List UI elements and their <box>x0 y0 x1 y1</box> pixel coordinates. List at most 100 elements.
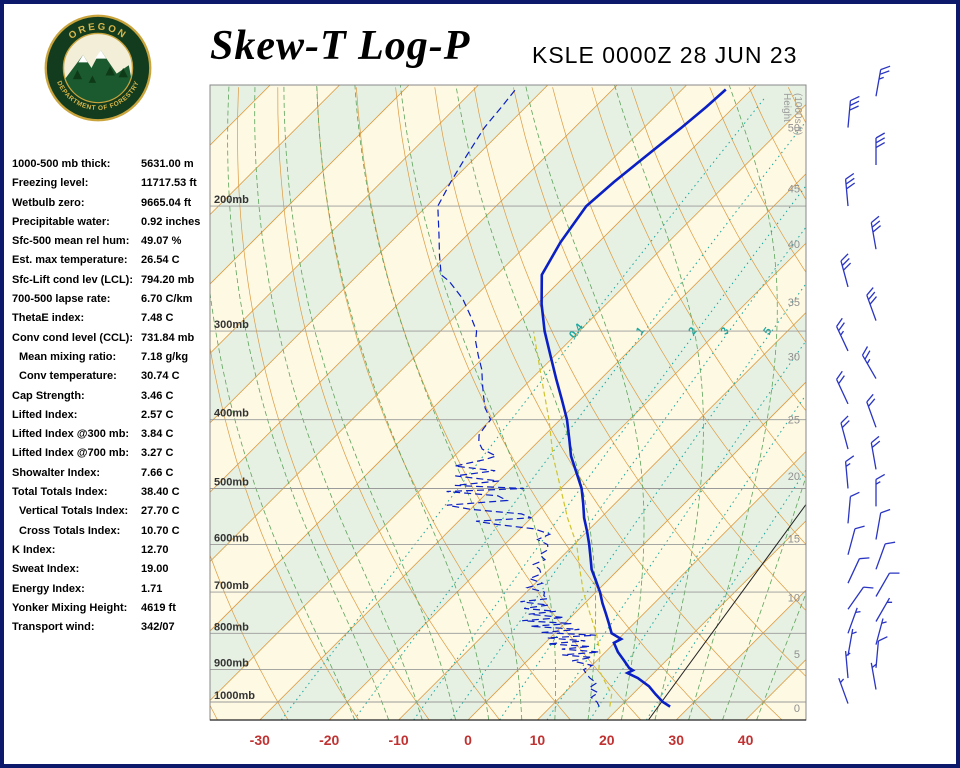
odf-logo: OREGON DEPARTMENT OF FORESTRY <box>44 14 152 122</box>
stat-value: 11717.53 ft <box>141 177 197 190</box>
stat-row: Sfc-500 mean rel hum: 49.07 % <box>12 235 210 254</box>
wind-barb-icon <box>840 415 850 450</box>
pressure-label: 800mb <box>214 621 249 633</box>
stat-value: 30.74 C <box>141 370 180 383</box>
stat-row: Freezing level: 11717.53 ft <box>12 177 210 196</box>
pressure-label: 400mb <box>214 408 249 420</box>
wind-barb-icon <box>875 132 886 165</box>
stat-row: Cross Totals Index: 10.70 C <box>12 525 210 544</box>
pressure-label: 1000mb <box>214 690 255 702</box>
stat-row: Sfc-Lift cond lev (LCL): 794.20 mb <box>12 274 210 293</box>
stat-label: Lifted Index: <box>12 408 78 421</box>
height-tick-label: 50 <box>788 123 800 135</box>
stat-value: 5631.00 m <box>141 158 194 170</box>
height-tick-label: 10 <box>788 592 800 604</box>
logo-forest-scene <box>63 50 133 103</box>
wind-barb-icon <box>847 95 860 128</box>
stat-label: K Index: <box>12 543 56 556</box>
height-tick-label: 40 <box>788 239 800 251</box>
stat-value: 9665.04 ft <box>141 196 192 209</box>
wind-barb-icon <box>875 473 886 507</box>
stat-row: Lifted Index @700 mb: 3.27 C <box>12 447 210 466</box>
temperature-trace <box>540 88 727 708</box>
pressure-label: 500mb <box>214 477 249 489</box>
pressure-label: 300mb <box>214 319 249 331</box>
stat-label: Showalter Index: <box>12 466 101 479</box>
stat-row: K Index: 12.70 <box>12 544 210 563</box>
stat-row: Total Totals Index: 38.40 C <box>12 486 210 505</box>
stat-row: Conv temperature: 30.74 C <box>12 370 210 389</box>
height-tick-label: 15 <box>788 533 800 545</box>
stat-label: Sfc-Lift cond lev (LCL): <box>12 273 133 286</box>
temp-tick-label: -20 <box>319 732 339 748</box>
stat-value: 26.54 C <box>141 254 180 267</box>
wind-barb-icon <box>840 253 852 288</box>
stat-value: 0.92 inches <box>141 215 201 228</box>
dewpoint-trace <box>437 89 600 707</box>
temp-tick-label: -10 <box>388 732 408 748</box>
temp-tick-label: 40 <box>738 732 754 748</box>
stat-row: Cap Strength: 3.46 C <box>12 390 210 409</box>
stat-value: 10.70 C <box>141 524 180 537</box>
wind-barb-icon <box>836 317 849 352</box>
logo-snowcap-icon <box>78 54 88 63</box>
stat-value: 38.40 C <box>141 486 180 499</box>
height-axis-title: Height <box>781 93 792 122</box>
stat-value: 2.57 C <box>141 408 174 421</box>
stat-label: Conv cond level (CCL): <box>12 331 134 344</box>
temp-tick-label: 0 <box>464 732 472 748</box>
wind-barb-icon <box>870 662 877 690</box>
logo-mountains <box>63 50 133 103</box>
stat-row: Vertical Totals Index: 27.70 C <box>12 505 210 524</box>
stat-label: Transport wind: <box>12 621 95 634</box>
wind-barb-icon <box>875 508 891 540</box>
stat-value: 7.48 C <box>141 312 174 325</box>
wind-barbs <box>836 65 900 704</box>
height-tick-label: 20 <box>788 471 800 483</box>
stat-row: Energy Index: 1.71 <box>12 583 210 602</box>
stat-value: 7.18 g/kg <box>141 350 189 363</box>
wind-barb-icon <box>844 455 855 489</box>
stat-label: Lifted Index @700 mb: <box>12 447 130 460</box>
temp-tick-label: 20 <box>599 732 615 748</box>
stat-value: 731.84 mb <box>141 331 195 344</box>
stat-value: 4619 ft <box>141 601 176 614</box>
stat-value: 6.70 C/km <box>141 293 193 306</box>
stat-label: Sweat Index: <box>12 563 80 576</box>
stat-value: 12.70 <box>141 543 169 556</box>
wind-barb-icon <box>875 597 893 622</box>
wind-barb-icon <box>847 491 860 524</box>
stat-value: 3.84 C <box>141 428 174 441</box>
stat-label: Sfc-500 mean rel hum: <box>12 235 130 248</box>
stat-label: Cap Strength: <box>12 389 85 402</box>
stat-row: ThetaE index: 7.48 C <box>12 312 210 331</box>
stat-label: Total Totals Index: <box>12 486 108 499</box>
wind-barb-icon <box>861 346 877 379</box>
wind-barb-icon <box>847 607 861 634</box>
height-tick-label: 35 <box>788 297 800 309</box>
logo-gold-rim <box>44 14 152 122</box>
stat-value: 342/07 <box>141 621 175 634</box>
wind-barb-icon <box>847 628 857 656</box>
wind-barb-icon <box>875 572 900 597</box>
stat-row: Conv cond level (CCL): 731.84 mb <box>12 332 210 351</box>
stat-value: 3.27 C <box>141 447 174 460</box>
stat-row: Est. max temperature: 26.54 C <box>12 254 210 273</box>
stat-label: Lifted Index @300 mb: <box>12 428 130 441</box>
height-tick-label: 45 <box>788 184 800 196</box>
stat-row: Precipitable water: 0.92 inches <box>12 216 210 235</box>
wind-barb-icon <box>870 215 882 250</box>
height-axis-title: (1000s ft) <box>792 93 803 135</box>
stat-value: 19.00 <box>141 563 169 576</box>
wind-barb-icon <box>875 65 891 97</box>
height-tick-label: 0 <box>794 703 800 715</box>
wind-barb-icon <box>844 172 856 207</box>
stat-label: Est. max temperature: <box>12 254 128 267</box>
stat-label: Wetbulb zero: <box>12 196 85 209</box>
height-tick-label: 25 <box>788 415 800 427</box>
stat-label: Precipitable water: <box>12 215 110 228</box>
height-tick-label: 30 <box>788 352 800 364</box>
stat-row: Lifted Index @300 mb: 3.84 C <box>12 428 210 447</box>
